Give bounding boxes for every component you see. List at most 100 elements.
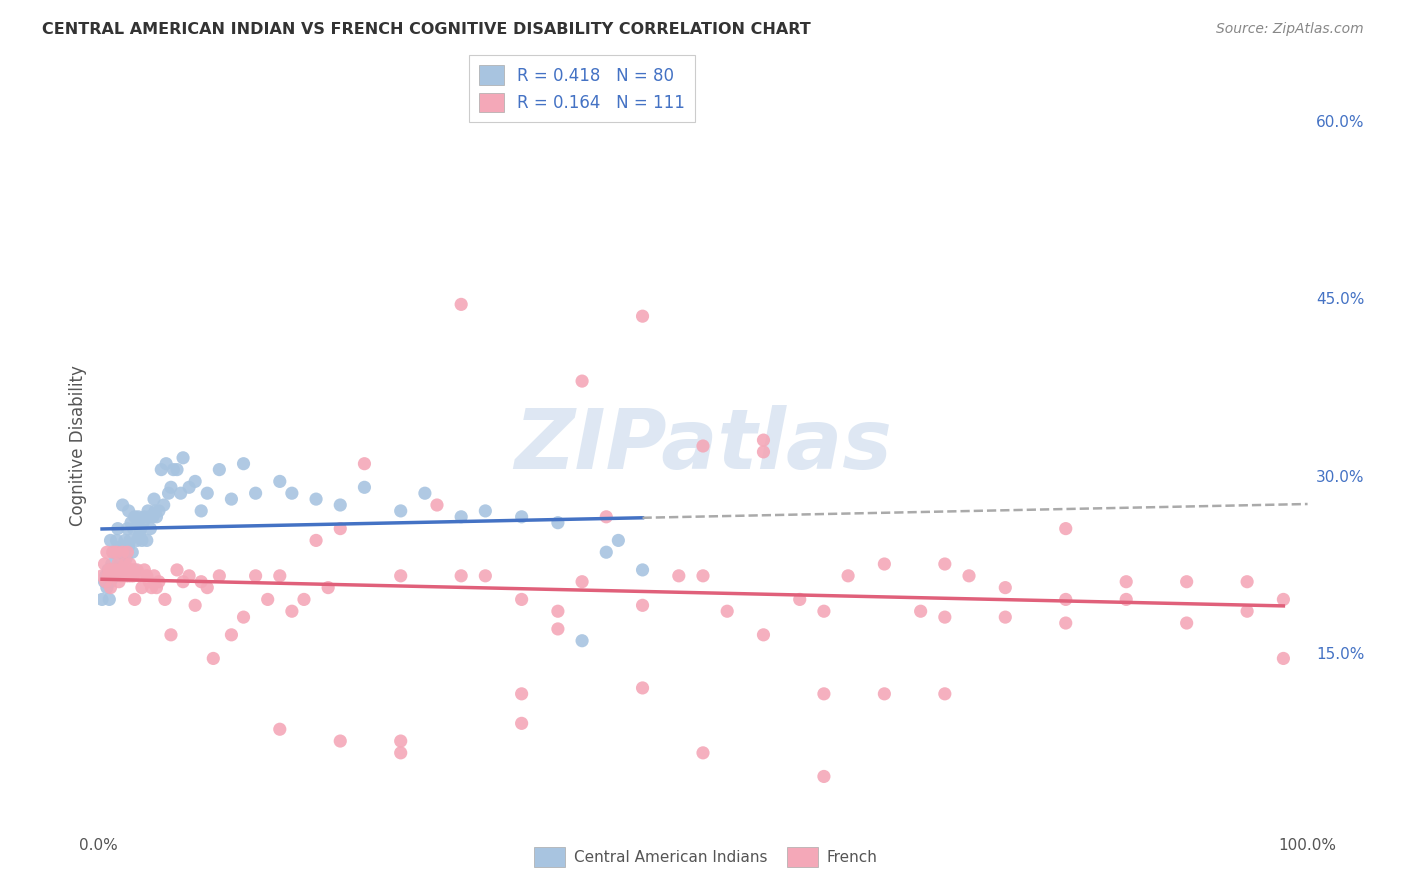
Point <box>389 569 412 583</box>
Point <box>190 504 212 518</box>
Point <box>110 539 132 553</box>
Point <box>668 569 690 583</box>
Point <box>269 569 291 583</box>
Point <box>93 574 115 589</box>
Point <box>329 734 352 748</box>
Point <box>510 687 533 701</box>
Point <box>934 610 956 624</box>
Point <box>450 569 472 583</box>
Point <box>155 457 177 471</box>
Point <box>127 533 149 548</box>
Point <box>129 522 152 536</box>
Point <box>1054 615 1077 630</box>
Point <box>131 581 153 595</box>
Point <box>118 504 141 518</box>
Point <box>389 746 412 760</box>
Point <box>1272 592 1295 607</box>
Point <box>256 592 278 607</box>
Point <box>128 569 150 583</box>
Point <box>873 557 896 571</box>
Point <box>957 569 980 583</box>
Point <box>124 563 146 577</box>
Point <box>994 610 1017 624</box>
Point <box>93 557 115 571</box>
Point <box>607 533 630 548</box>
Point <box>1115 592 1137 607</box>
Point <box>103 569 125 583</box>
Point <box>547 622 569 636</box>
Point <box>1175 574 1198 589</box>
Point <box>105 533 128 548</box>
Point <box>98 563 121 577</box>
Point <box>118 557 141 571</box>
Point <box>145 581 167 595</box>
Point <box>172 450 194 465</box>
Point <box>128 527 150 541</box>
Text: ZIPatlas: ZIPatlas <box>515 406 891 486</box>
Point <box>104 563 127 577</box>
Point <box>111 545 134 559</box>
Point <box>108 563 131 577</box>
Point <box>166 563 188 577</box>
Point <box>100 557 122 571</box>
Point <box>571 574 593 589</box>
Point <box>752 433 775 447</box>
Point <box>595 545 617 559</box>
Point <box>124 592 146 607</box>
Point <box>166 462 188 476</box>
Point <box>111 563 134 577</box>
Point <box>131 533 153 548</box>
Point <box>474 569 496 583</box>
Point <box>184 599 207 613</box>
Point <box>157 486 180 500</box>
Point <box>813 769 835 783</box>
Point <box>114 533 136 548</box>
Point <box>232 610 254 624</box>
Point <box>94 569 117 583</box>
Point <box>316 581 339 595</box>
Point <box>124 509 146 524</box>
Point <box>692 439 714 453</box>
Point <box>138 509 160 524</box>
Point <box>353 457 375 471</box>
Point <box>127 509 149 524</box>
Point <box>934 687 956 701</box>
Point <box>94 574 117 589</box>
Point <box>752 445 775 459</box>
Text: Central American Indians: Central American Indians <box>574 850 768 864</box>
Point <box>162 462 184 476</box>
Point <box>450 297 472 311</box>
Point <box>132 516 155 530</box>
Point <box>510 592 533 607</box>
Point <box>269 475 291 489</box>
Point <box>141 581 163 595</box>
Point <box>994 581 1017 595</box>
Point <box>122 522 145 536</box>
Point <box>105 569 128 583</box>
Point <box>145 509 167 524</box>
Point <box>474 504 496 518</box>
Point <box>160 628 183 642</box>
Point <box>134 509 156 524</box>
Point <box>631 563 654 577</box>
Point <box>934 557 956 571</box>
Point <box>179 480 201 494</box>
Point <box>107 522 129 536</box>
Point <box>1115 574 1137 589</box>
Point <box>135 569 157 583</box>
Point <box>547 604 569 618</box>
Point <box>208 569 231 583</box>
Point <box>150 462 173 476</box>
Point <box>107 557 129 571</box>
Point <box>152 498 174 512</box>
Point <box>195 486 218 500</box>
Point <box>752 628 775 642</box>
Point <box>305 533 328 548</box>
Point <box>571 633 593 648</box>
Point <box>91 569 114 583</box>
Point <box>112 545 135 559</box>
Point <box>389 734 412 748</box>
Point <box>245 486 267 500</box>
Point <box>269 723 291 737</box>
Point <box>221 492 243 507</box>
